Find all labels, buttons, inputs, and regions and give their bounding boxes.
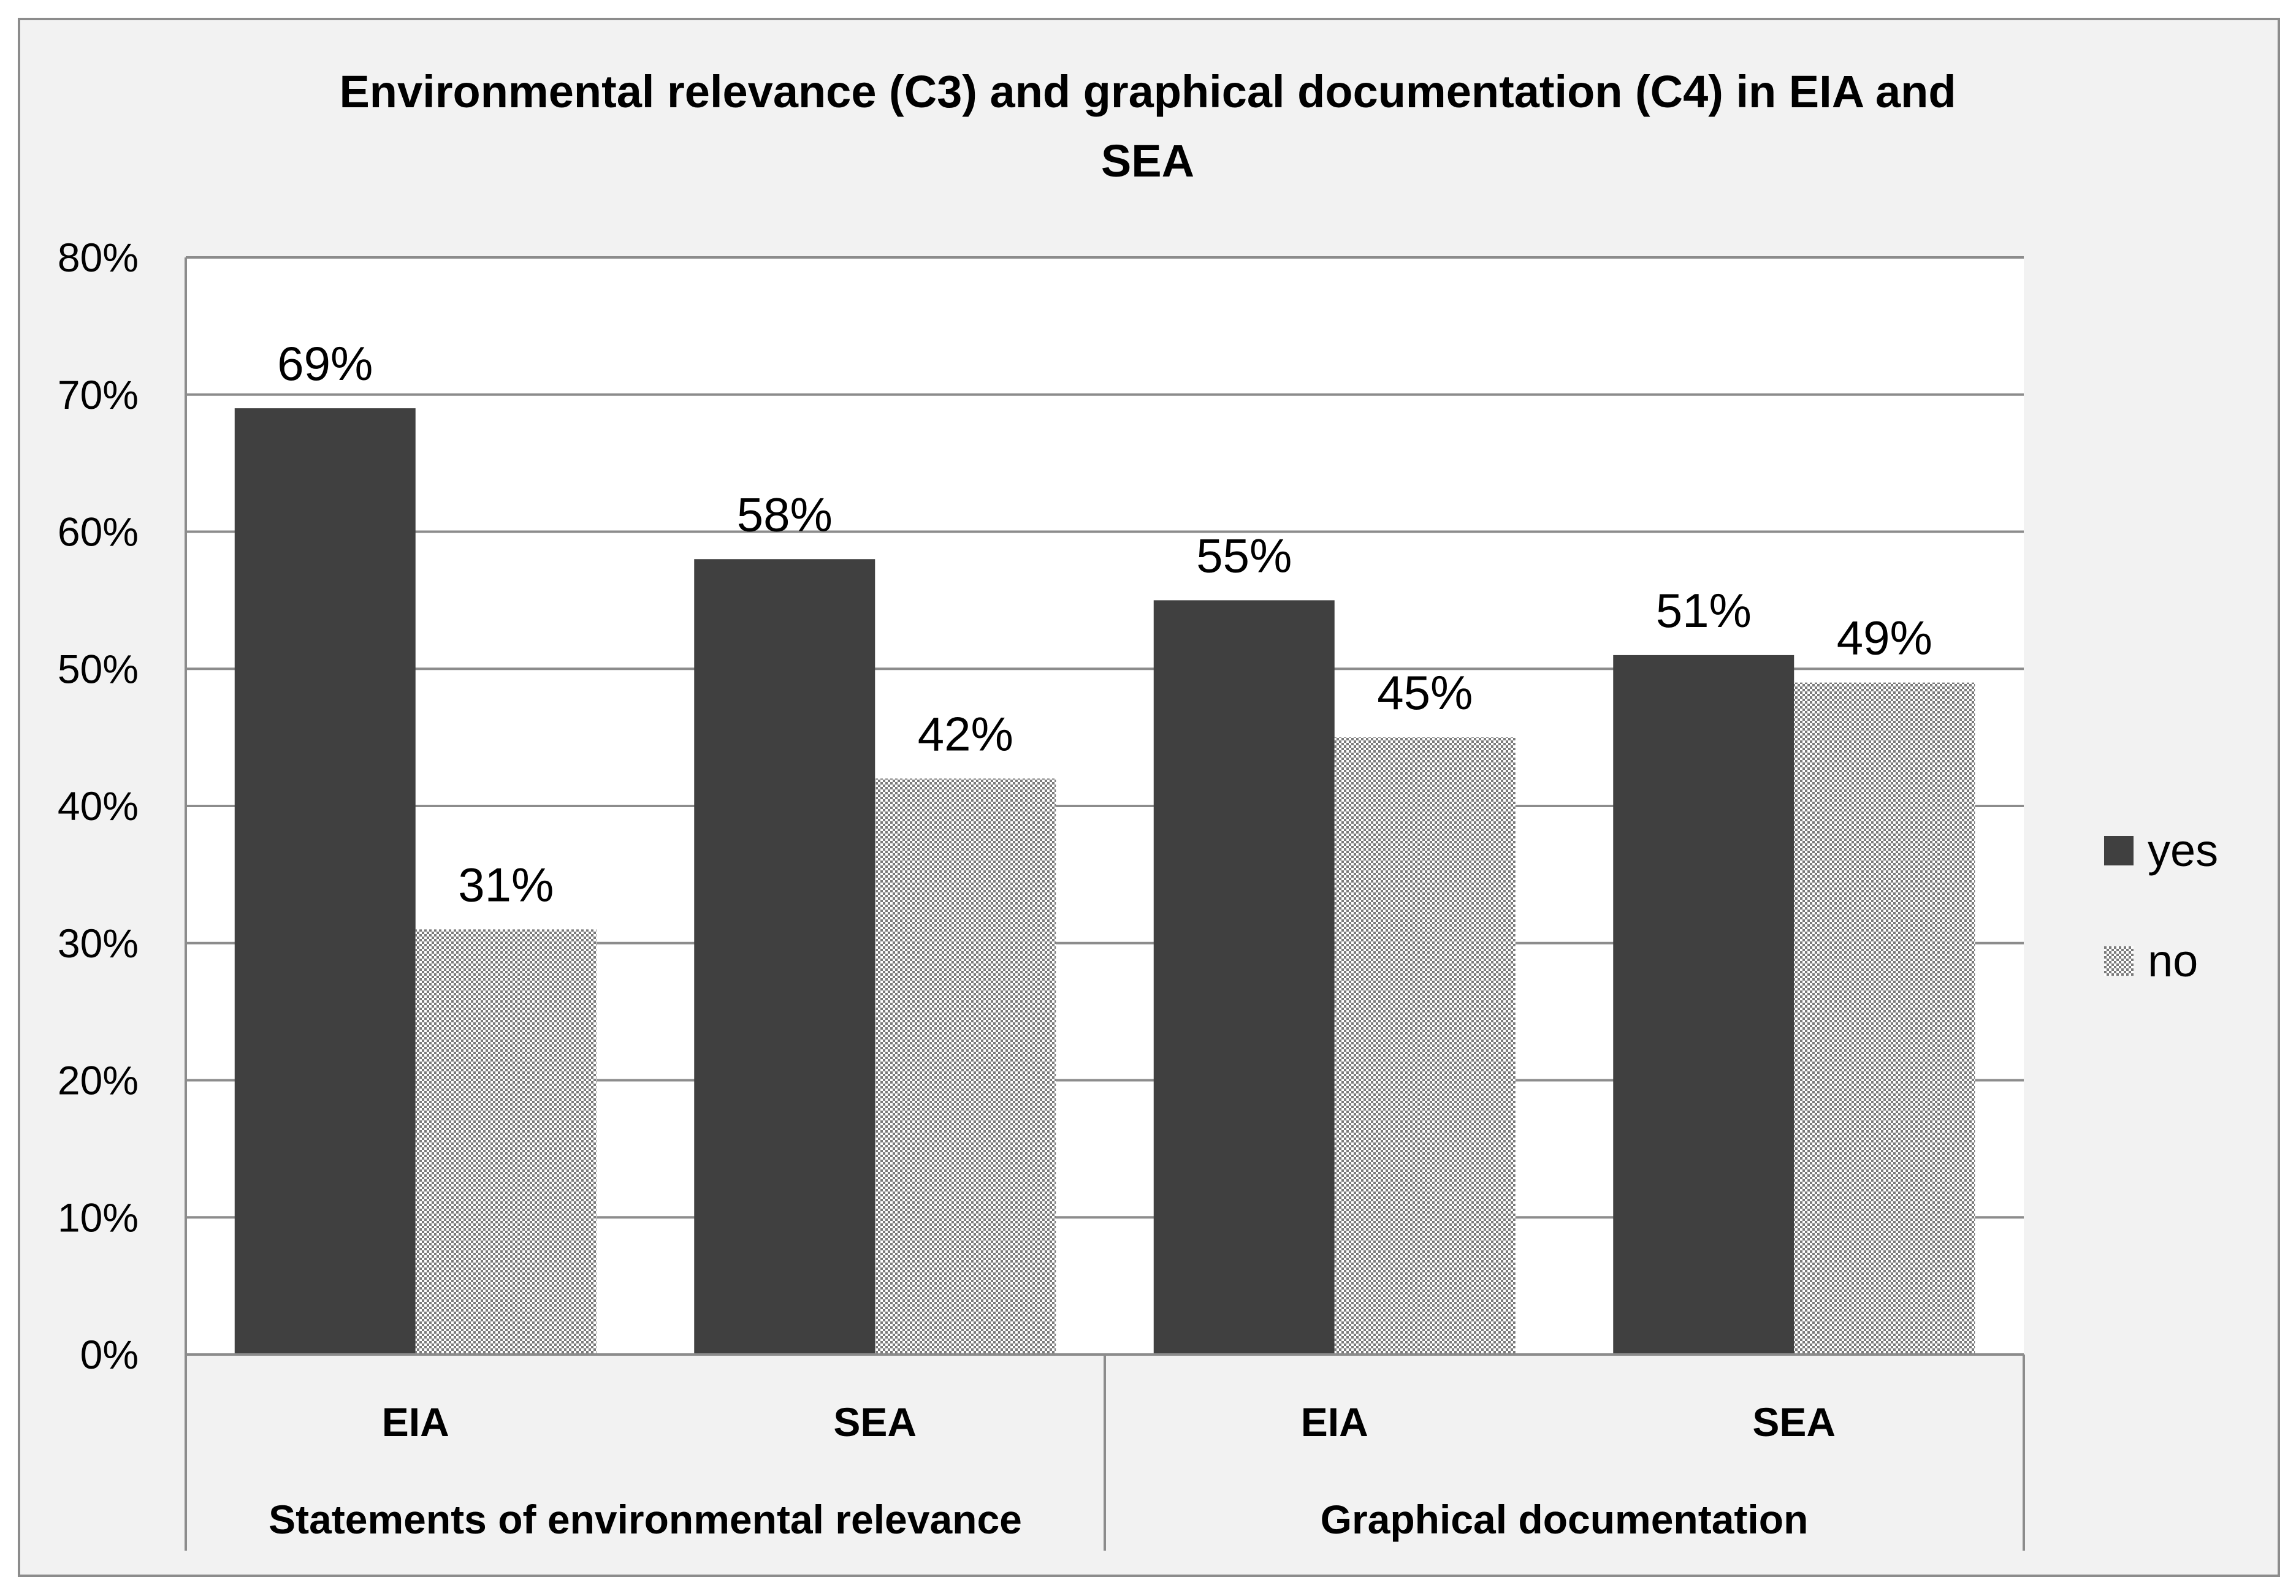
bar-no-2 [875,778,1056,1355]
legend-swatch-no [2104,946,2134,976]
axes [185,257,2025,1551]
y-tick-label: 80% [58,235,139,280]
bar-no-4 [1794,682,1975,1355]
y-tick-label: 70% [58,372,139,417]
bar-yes-3 [1153,600,1335,1355]
data-label-yes-3: 55% [1196,528,1292,582]
y-tick-label: 40% [58,783,139,829]
data-label-no-4: 49% [1837,611,1932,665]
legend-label-no: no [2148,935,2198,986]
bar-yes-2 [694,559,875,1355]
data-label-yes-4: 51% [1656,583,1752,637]
bars [234,408,1975,1355]
y-tick-label: 30% [58,921,139,966]
legend-swatch-yes [2104,836,2134,865]
data-labels: 69% 58% 55% 51% 31% 42% 45% 49% [277,336,1932,911]
x-category-label: SEA [833,1399,917,1445]
bar-yes-1 [234,408,416,1355]
data-label-yes-1: 69% [277,336,373,390]
data-label-no-1: 31% [458,857,554,911]
y-tick-label: 20% [58,1058,139,1103]
x-group-label: Graphical documentation [1321,1497,1809,1542]
data-label-yes-2: 58% [737,487,833,541]
y-axis-tick-labels: 0% 10% 20% 30% 40% 50% 60% 70% 80% [58,235,139,1377]
y-tick-label: 60% [58,509,139,555]
data-label-no-3: 45% [1377,666,1473,720]
data-label-no-2: 42% [918,707,1013,761]
legend-label-yes: yes [2148,825,2218,876]
y-tick-label: 10% [58,1195,139,1240]
x-category-label: EIA [382,1399,449,1445]
x-category-label: SEA [1752,1399,1836,1445]
chart-title-line-2: SEA [1101,135,1194,186]
bar-yes-4 [1613,655,1794,1355]
chart-title-line-1: Environmental relevance (C3) and graphic… [339,66,1956,117]
bar-no-3 [1334,737,1516,1355]
bar-no-1 [415,929,597,1355]
x-group-label: Statements of environmental relevance [269,1497,1022,1542]
x-axis-category-labels: EIA SEA EIA SEA Statements of environmental … [269,1399,1836,1542]
x-category-label: EIA [1301,1399,1368,1445]
y-tick-label: 50% [58,646,139,691]
y-tick-label: 0% [80,1332,139,1377]
legend: yes no [2104,825,2218,986]
